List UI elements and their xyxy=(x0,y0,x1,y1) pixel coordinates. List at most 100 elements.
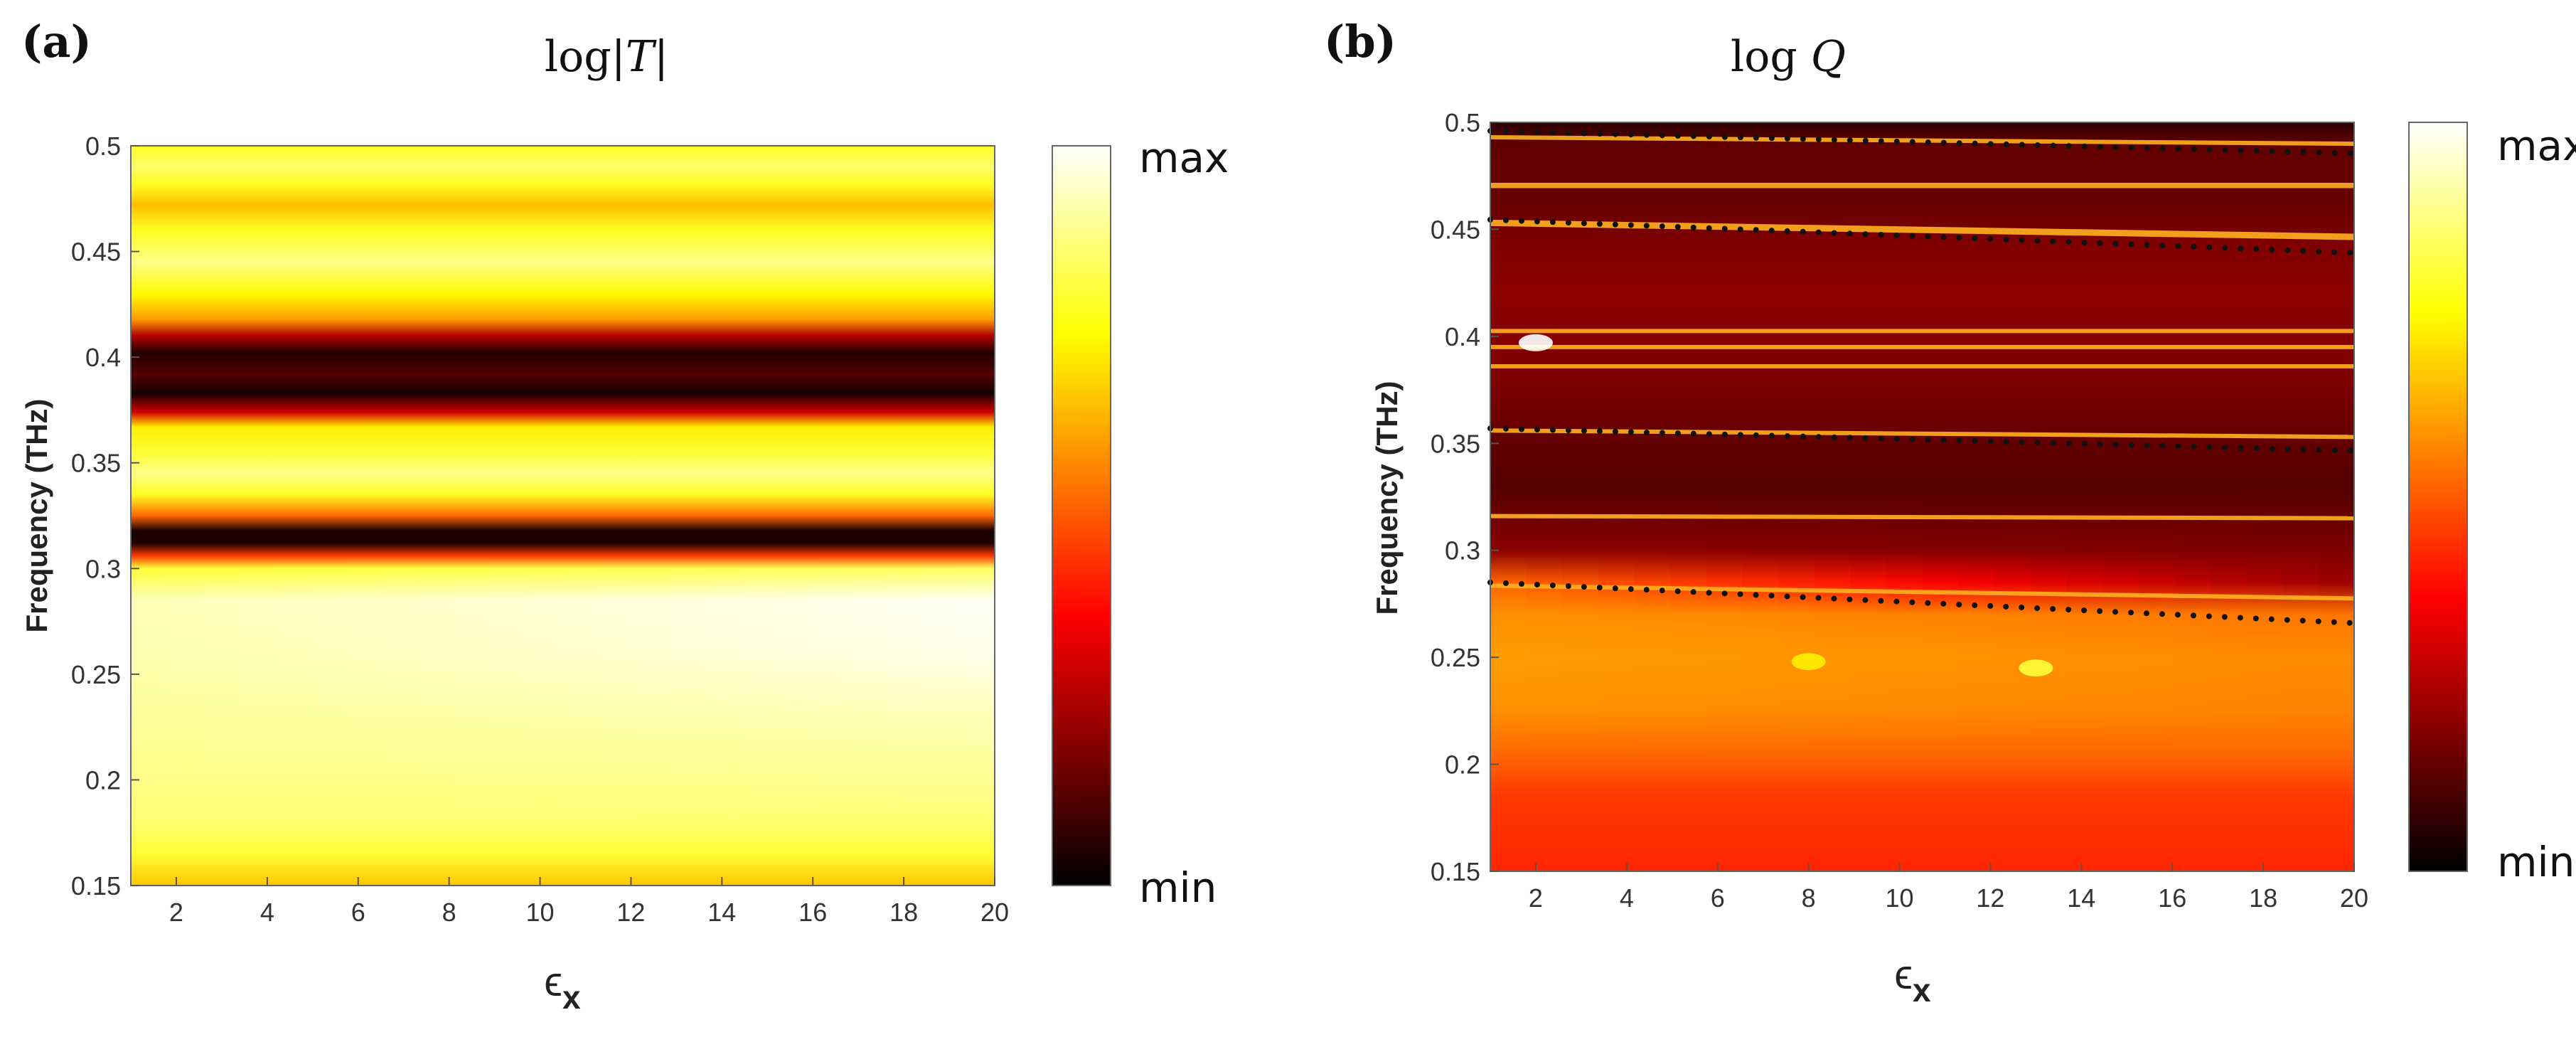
heatmap-column xyxy=(814,146,852,886)
heatmap-column xyxy=(779,146,816,886)
heatmap-column xyxy=(311,146,348,886)
panel-b-ticks: 2 4 6 8 10 12 14 16 18 20 0.15 0.2 0.25 0.3 0.35 0.4 0.4… xyxy=(1431,108,2368,913)
heatmap-column xyxy=(634,146,672,886)
panel-b-axes-frame xyxy=(1490,122,2355,872)
heatmap-column xyxy=(1994,122,2031,871)
panel-a-ticks: 2 4 6 8 10 12 14 16 18 20 0.15 0.2 0.25 0.3 0.35 0.4 0.4… xyxy=(71,132,1009,927)
heatmap-column xyxy=(2246,122,2283,871)
x-tick-label: 18 xyxy=(889,898,918,927)
resonance-line xyxy=(1490,428,2355,440)
heatmap-column xyxy=(742,146,780,886)
panel-b-colorbar-gradient xyxy=(2408,122,2468,872)
heatmap-column xyxy=(562,146,600,886)
y-tick-label: 0.4 xyxy=(85,343,121,372)
heatmap-column xyxy=(1670,122,1707,871)
x-tick-label: 10 xyxy=(526,898,555,927)
x-tick-label: 16 xyxy=(798,898,827,927)
heatmap-column xyxy=(2318,122,2355,871)
y-tick-label: 0.15 xyxy=(1431,857,1480,886)
dotted-mode-line xyxy=(1487,128,2357,156)
heatmap-column xyxy=(1886,122,1923,871)
panel-a-label: (a) xyxy=(21,16,92,68)
x-tick-label: 20 xyxy=(2340,883,2368,913)
x-tick-label: 2 xyxy=(1529,883,1543,913)
heatmap-column xyxy=(850,146,888,886)
heatmap-column xyxy=(887,146,924,886)
x-tick-label: 8 xyxy=(442,898,456,927)
heatmap-column xyxy=(1850,122,1887,871)
panel-a-colorbar-gradient xyxy=(1052,145,1111,886)
x-tick-label: 14 xyxy=(2067,883,2095,913)
heatmap-column xyxy=(166,146,204,886)
x-tick-label: 6 xyxy=(1711,883,1725,913)
heatmap-column xyxy=(2066,122,2103,871)
hotspot xyxy=(1518,334,1553,351)
panel-b-title: log Q xyxy=(1731,32,1846,82)
panel-a-colorbar: max min xyxy=(1052,134,1229,912)
y-tick-label: 0.15 xyxy=(71,871,121,900)
heatmap-column xyxy=(1922,122,1960,871)
panel-a-colorbar-min: min xyxy=(1139,863,1217,912)
hotspot xyxy=(1791,653,1826,671)
y-tick-label: 0.25 xyxy=(1431,643,1480,672)
panel-b-colorbar-max: max xyxy=(2497,122,2576,170)
y-tick-label: 0.2 xyxy=(1445,750,1480,780)
heatmap-column xyxy=(1778,122,1815,871)
y-tick-label: 0.5 xyxy=(85,132,121,161)
x-tick-label: 16 xyxy=(2158,883,2186,913)
panel-b: (b) log Q 2 4 6 8 10 12 14 16 18 20 0.15 0.2 0.25 0.3… xyxy=(1324,16,2576,1009)
panel-a-xlabel: ϵx xyxy=(544,959,581,1016)
panel-a-colorbar-max: max xyxy=(1139,134,1229,182)
heatmap-column xyxy=(1814,122,1851,871)
heatmap-column xyxy=(2030,122,2067,871)
y-tick-label: 0.45 xyxy=(71,238,121,267)
panel-b-xlabel: ϵx xyxy=(1894,952,1931,1009)
heatmap-column xyxy=(922,146,960,886)
hotspot xyxy=(2019,659,2053,677)
resonance-line xyxy=(1490,583,2355,601)
heatmap-column xyxy=(2102,122,2139,871)
heatmap-column xyxy=(2282,122,2319,871)
resonance-line xyxy=(1490,135,2355,147)
y-tick-label: 0.25 xyxy=(71,660,121,689)
heatmap-column xyxy=(1598,122,1635,871)
heatmap-column xyxy=(274,146,312,886)
heatmap-column xyxy=(131,146,168,886)
heatmap-column xyxy=(1742,122,1779,871)
x-tick-label: 12 xyxy=(616,898,645,927)
heatmap-column xyxy=(599,146,636,886)
heatmap-column xyxy=(203,146,240,886)
x-tick-label: 8 xyxy=(1802,883,1816,913)
panel-b-label: (b) xyxy=(1324,16,1396,68)
heatmap-column xyxy=(454,146,492,886)
y-tick-label: 0.4 xyxy=(1445,322,1480,351)
dotted-mode-line xyxy=(1487,425,2357,454)
x-tick-label: 4 xyxy=(1620,883,1634,913)
y-tick-label: 0.35 xyxy=(71,449,121,478)
heatmap-column xyxy=(1706,122,1743,871)
panel-b-colorbar: max min xyxy=(2408,122,2576,886)
heatmap-column xyxy=(383,146,419,886)
x-tick-label: 6 xyxy=(351,898,365,927)
dotted-mode-line xyxy=(1487,216,2357,256)
heatmap-column xyxy=(670,146,707,886)
heatmap-column xyxy=(346,146,384,886)
heatmap-column xyxy=(958,146,995,886)
x-tick-label: 4 xyxy=(260,898,274,927)
dotted-mode-line xyxy=(1487,579,2357,627)
panel-a-ylabel: Frequency (THz) xyxy=(20,398,53,632)
resonance-line xyxy=(1490,219,2355,240)
panel-a-axes-frame xyxy=(130,145,995,886)
heatmap-column xyxy=(238,146,276,886)
resonance-line xyxy=(1490,514,2355,521)
x-tick-label: 20 xyxy=(980,898,1009,927)
heatmap-column xyxy=(526,146,564,886)
heatmap-column xyxy=(419,146,456,886)
x-tick-label: 2 xyxy=(169,898,183,927)
y-tick-label: 0.35 xyxy=(1431,429,1480,458)
heatmap-column xyxy=(1526,122,1564,871)
heatmap-column xyxy=(491,146,528,886)
y-tick-label: 0.45 xyxy=(1431,215,1480,244)
heatmap-column xyxy=(1634,122,1672,871)
y-tick-label: 0.3 xyxy=(1445,536,1480,565)
